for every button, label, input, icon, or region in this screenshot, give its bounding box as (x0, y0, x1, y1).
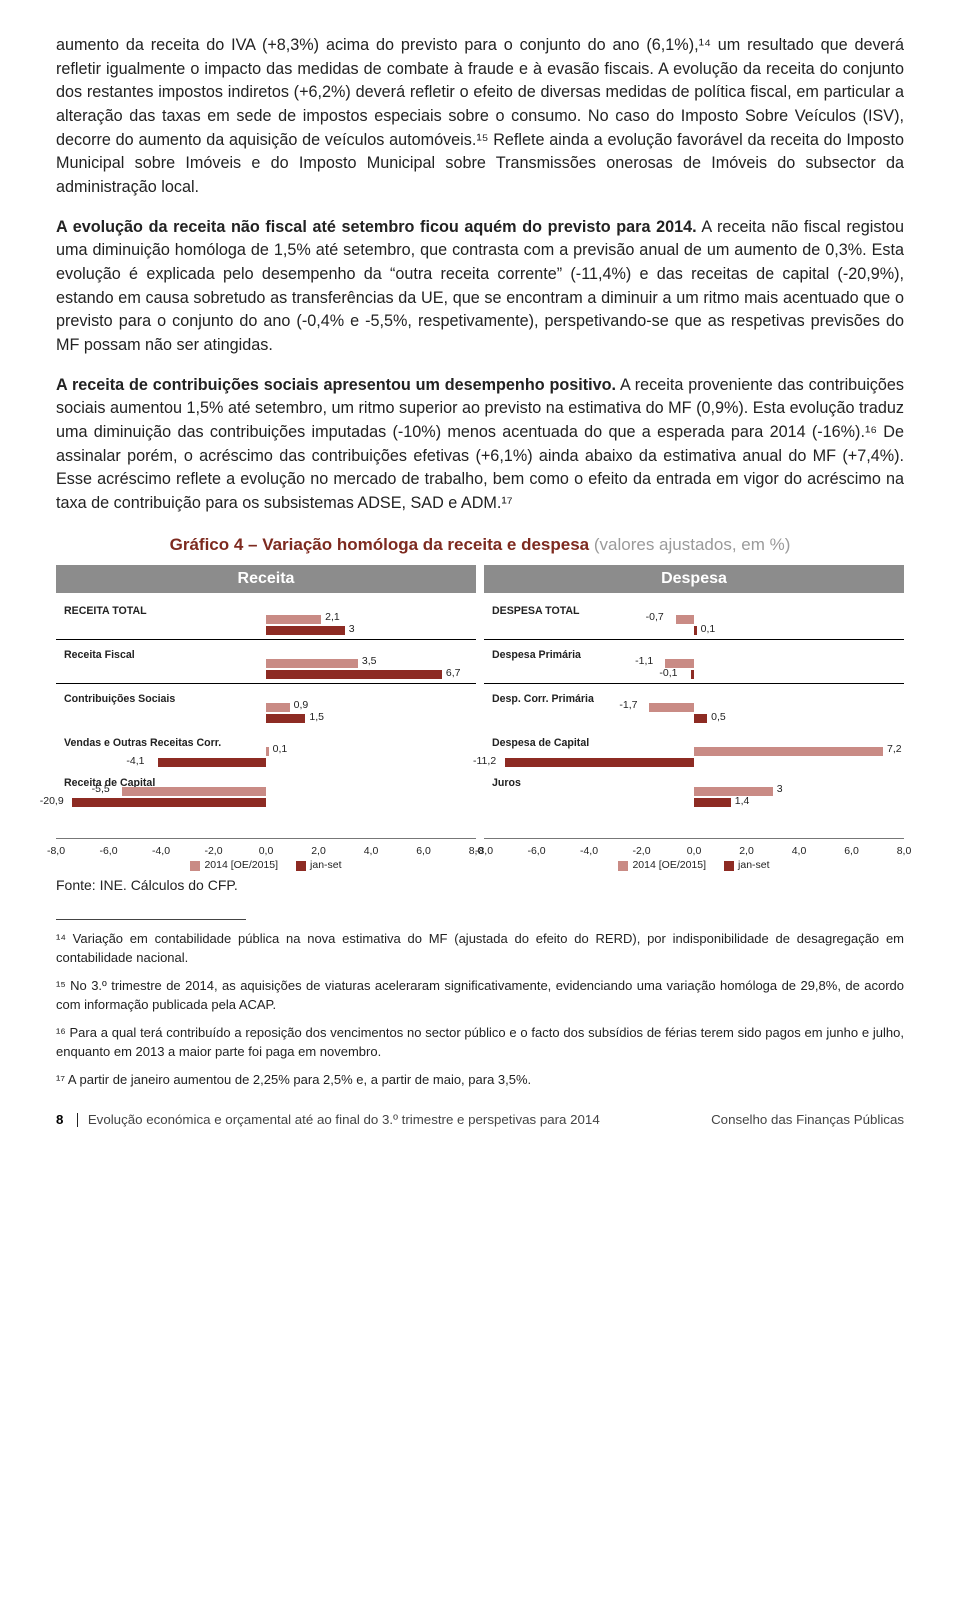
paragraph-1: aumento da receita do IVA (+8,3%) acima … (56, 34, 904, 200)
footnote-16: ¹⁶ Para a qual terá contribuído a reposi… (56, 1024, 904, 1061)
chart-right-legend: 2014 [OE/2015] jan-set (484, 859, 904, 871)
chart-left-legend: 2014 [OE/2015] jan-set (56, 859, 476, 871)
chart-source: Fonte: INE. Cálculos do CFP. (56, 877, 904, 893)
legend-item-b2: jan-set (724, 859, 770, 871)
footer-left: 8 Evolução económica e orçamental até ao… (56, 1112, 600, 1127)
chart-left: Receita -8,0-6,0-4,0-2,00,02,04,06,08,0R… (56, 565, 476, 871)
footer-left-text: Evolução económica e orçamental até ao f… (88, 1112, 600, 1127)
chart-left-header: Receita (56, 565, 476, 593)
chart-right-header: Despesa (484, 565, 904, 593)
chart-title: Gráfico 4 – Variação homóloga da receita… (56, 535, 904, 555)
paragraph-3: A receita de contribuições sociais apres… (56, 374, 904, 516)
paragraph-2: A evolução da receita não fiscal até set… (56, 216, 904, 358)
footnote-15: ¹⁵ No 3.º trimestre de 2014, as aquisiçõ… (56, 977, 904, 1014)
chart-title-sub: (valores ajustados, em %) (594, 535, 791, 554)
footnote-14: ¹⁴ Variação em contabilidade pública na … (56, 930, 904, 967)
charts-container: Receita -8,0-6,0-4,0-2,00,02,04,06,08,0R… (56, 565, 904, 871)
para3-lead: A receita de contribuições sociais apres… (56, 376, 616, 394)
footer-divider (77, 1113, 78, 1127)
page-number: 8 (56, 1112, 63, 1127)
legend-item-a2: 2014 [OE/2015] (618, 859, 706, 871)
legend-item-a: 2014 [OE/2015] (190, 859, 278, 871)
page-footer: 8 Evolução económica e orçamental até ao… (56, 1112, 904, 1127)
chart-right-plot: -8,0-6,0-4,0-2,00,02,04,06,08,0DESPESA T… (484, 597, 904, 857)
chart-left-plot: -8,0-6,0-4,0-2,00,02,04,06,08,0RECEITA T… (56, 597, 476, 857)
footer-right: Conselho das Finanças Públicas (711, 1112, 904, 1127)
para3-rest: A receita proveniente das contribuições … (56, 376, 904, 512)
chart-title-main: Gráfico 4 – Variação homóloga da receita… (170, 535, 594, 554)
para2-rest: A receita não fiscal registou uma diminu… (56, 218, 904, 354)
footnote-separator (56, 919, 246, 920)
chart-right: Despesa -8,0-6,0-4,0-2,00,02,04,06,08,0D… (484, 565, 904, 871)
footnote-17: ¹⁷ A partir de janeiro aumentou de 2,25%… (56, 1071, 904, 1089)
para2-lead: A evolução da receita não fiscal até set… (56, 218, 697, 236)
legend-item-b: jan-set (296, 859, 342, 871)
